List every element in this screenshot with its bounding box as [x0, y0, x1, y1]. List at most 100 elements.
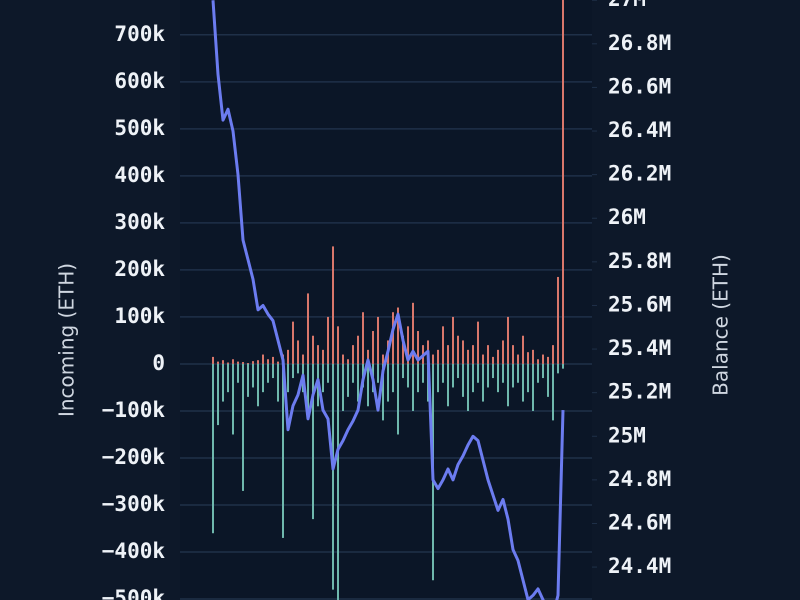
- bar: [537, 363, 539, 383]
- y-tick-label: 600k: [114, 69, 165, 93]
- y2-tick-label: 26.6M: [608, 74, 671, 98]
- bar: [462, 363, 464, 397]
- bar: [287, 349, 289, 364]
- bar: [212, 363, 214, 534]
- bar: [352, 363, 354, 383]
- y2-tick-label: 25.4M: [608, 336, 671, 360]
- bar: [392, 363, 394, 393]
- bar: [407, 363, 409, 388]
- bar: [237, 363, 239, 383]
- y2-tick-label: 26.2M: [608, 162, 671, 186]
- bar: [482, 363, 484, 402]
- bar: [557, 276, 559, 364]
- bar: [397, 363, 399, 435]
- y2-tick-label: 25M: [608, 423, 646, 447]
- bar: [372, 331, 374, 364]
- bar: [382, 363, 384, 421]
- bar: [562, 363, 564, 369]
- bar: [262, 354, 264, 364]
- bar: [332, 363, 334, 590]
- bar: [432, 354, 434, 364]
- bar: [277, 363, 279, 402]
- y-tick-label: −100k: [102, 398, 166, 422]
- bar: [527, 363, 529, 393]
- bar: [452, 363, 454, 388]
- bar: [552, 345, 554, 364]
- y-tick-label: 700k: [114, 22, 165, 46]
- bar: [457, 363, 459, 379]
- bar: [472, 363, 474, 393]
- y-tick-label: −200k: [102, 445, 166, 469]
- y-tick-label: 100k: [114, 304, 165, 328]
- bar: [337, 363, 339, 600]
- y2-tick-label: 24.4M: [608, 554, 671, 578]
- bar: [247, 363, 249, 397]
- bar: [342, 363, 344, 411]
- bar: [347, 363, 349, 397]
- bar: [317, 345, 319, 364]
- y2-tick-label: 24.8M: [608, 467, 671, 491]
- bar: [277, 361, 279, 364]
- bar: [382, 354, 384, 364]
- bar: [227, 363, 229, 393]
- bar: [502, 340, 504, 364]
- y-tick-label: −300k: [102, 492, 166, 516]
- bar: [507, 363, 509, 407]
- bar: [487, 345, 489, 364]
- bar: [307, 293, 309, 364]
- bar: [507, 316, 509, 364]
- bar: [377, 363, 379, 383]
- bar: [247, 363, 249, 364]
- bar: [357, 335, 359, 364]
- bar: [537, 359, 539, 364]
- y-tick-label: 0: [152, 351, 165, 375]
- y-tick-label: 200k: [114, 257, 165, 281]
- y2-tick-label: 25.8M: [608, 249, 671, 273]
- bar: [477, 321, 479, 364]
- bar: [467, 363, 469, 411]
- y2-tick-label: 26M: [608, 205, 646, 229]
- y2-tick-label: 26.4M: [608, 118, 671, 142]
- bar: [352, 345, 354, 364]
- bar: [272, 356, 274, 364]
- bar: [337, 326, 339, 364]
- y2-axis-title: Balance (ETH): [709, 254, 733, 396]
- bar: [232, 363, 234, 435]
- bar: [297, 363, 299, 374]
- y-tick-label: −400k: [102, 539, 166, 563]
- bar: [502, 363, 504, 383]
- bar: [522, 363, 524, 402]
- bar: [452, 316, 454, 364]
- bar: [242, 362, 244, 364]
- y2-tick-label: 26.8M: [608, 31, 671, 55]
- y2-tick-label: 27M: [608, 0, 646, 11]
- bar: [517, 354, 519, 364]
- bar: [357, 363, 359, 402]
- bar: [497, 349, 499, 364]
- bar: [307, 363, 309, 411]
- y-tick-label: 400k: [114, 163, 165, 187]
- bar: [477, 363, 479, 383]
- bar: [387, 363, 389, 402]
- bar: [492, 363, 494, 379]
- y-tick-label: 500k: [114, 116, 165, 140]
- bar: [532, 349, 534, 364]
- bar: [467, 349, 469, 364]
- bar: [447, 363, 449, 407]
- bar: [262, 363, 264, 393]
- bar: [527, 352, 529, 364]
- y2-tick-label: 24.6M: [608, 510, 671, 534]
- bar: [447, 345, 449, 364]
- bar: [332, 246, 334, 364]
- bar: [222, 363, 224, 402]
- bar: [402, 335, 404, 364]
- bar: [252, 361, 254, 364]
- bar: [517, 363, 519, 383]
- bar: [487, 363, 489, 388]
- bar: [322, 363, 324, 393]
- bar: [522, 335, 524, 364]
- bar: [312, 363, 314, 520]
- bar: [417, 363, 419, 393]
- y-tick-label: 300k: [114, 210, 165, 234]
